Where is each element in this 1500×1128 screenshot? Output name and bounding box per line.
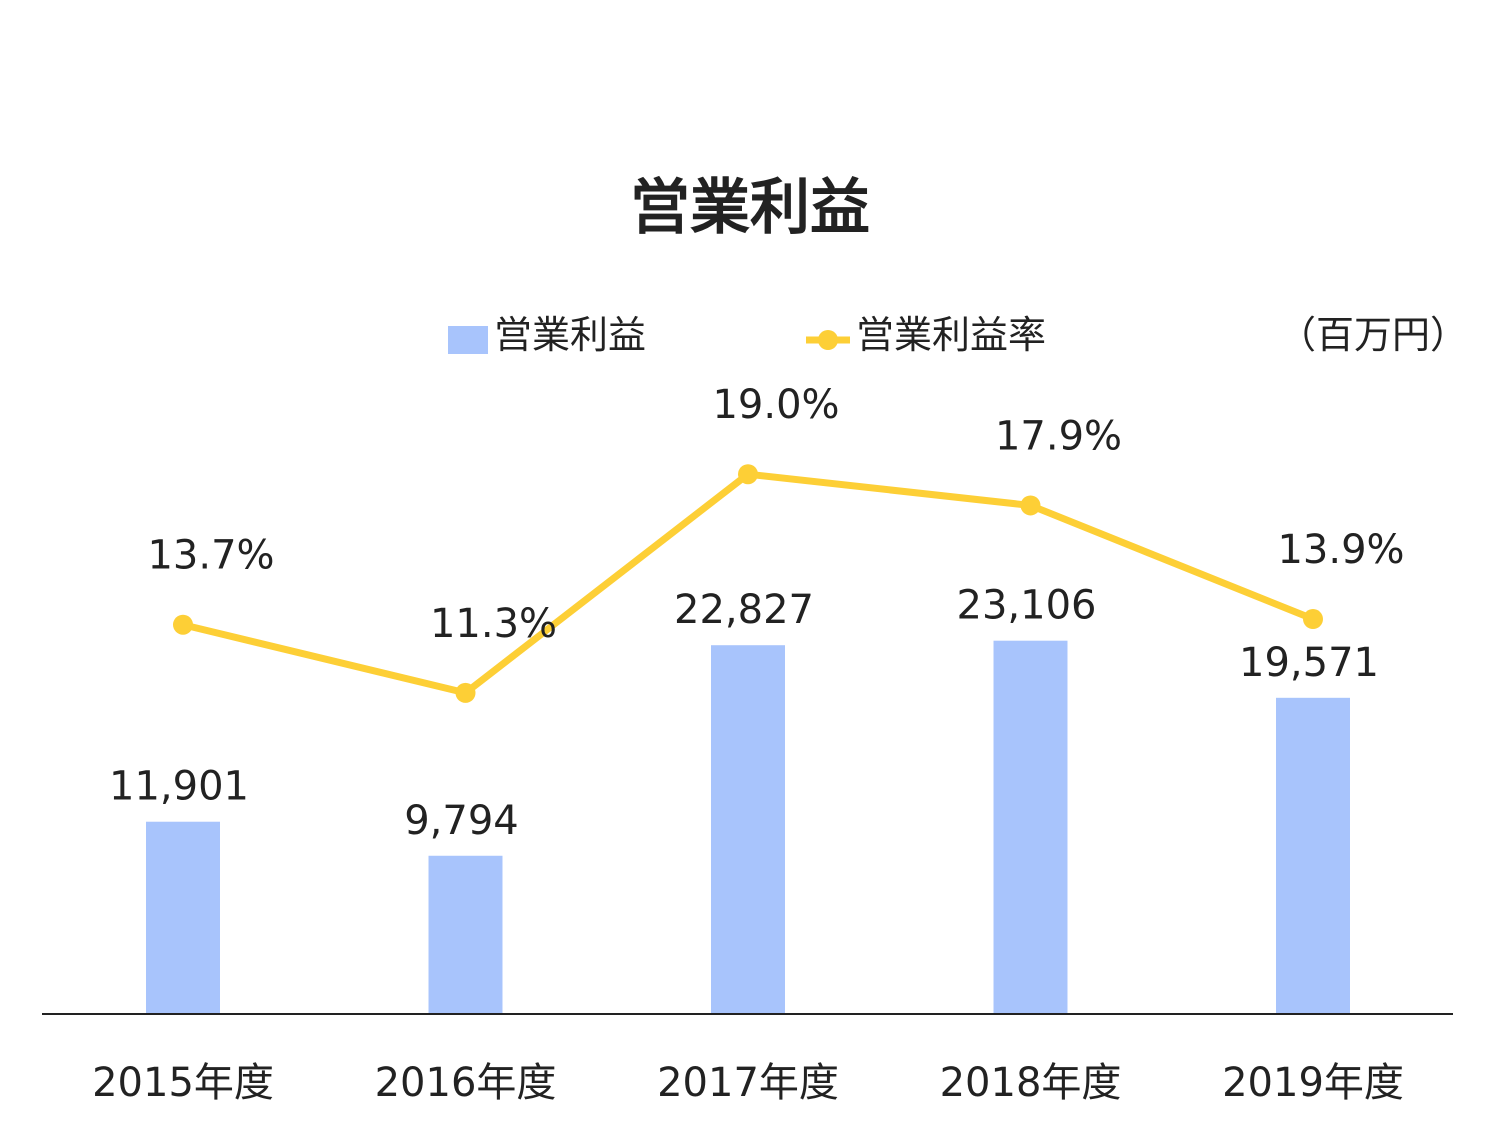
line-point [1303,609,1323,630]
line-value-label: 13.9% [1277,527,1404,573]
line-value-label: 19.0% [712,382,839,428]
x-tick-label: 2016年度 [375,1060,557,1106]
x-axis-tick-labels: 2015年度 2016年度 2017年度 2018年度 2019年度 [92,1060,1404,1106]
bar [428,855,503,1014]
bar [711,645,785,1014]
line-value-label: 13.7% [147,533,274,579]
bar-value-label: 22,827 [674,587,814,633]
legend-swatch-marker [818,330,838,350]
x-tick-label: 2017年度 [657,1060,839,1106]
line-series [173,464,1323,703]
legend-label-line: 営業利益率 [856,313,1046,357]
bar-value-label: 19,571 [1239,640,1379,686]
bar [993,640,1068,1014]
bar [1276,697,1350,1014]
line-point [1020,495,1041,516]
bar-value-labels: 11,901 9,794 22,827 23,106 19,571 [109,583,1379,844]
unit-label: （百万円） [1278,313,1468,357]
legend: 営業利益 営業利益率 [448,313,1046,357]
x-tick-label: 2015年度 [92,1060,274,1106]
x-tick-label: 2019年度 [1222,1060,1404,1106]
bar-series [146,640,1350,1014]
bar [146,821,220,1014]
legend-swatch-bar [448,326,488,354]
line-point [455,682,476,703]
legend-label-bar: 営業利益 [494,313,646,357]
line-point [173,614,193,635]
line-value-label: 17.9% [995,413,1122,459]
line-value-labels: 13.7% 11.3% 19.0% 17.9% 13.9% [147,382,1404,647]
chart-title: 営業利益 [630,173,870,243]
bar-value-label: 9,794 [404,798,519,844]
bar-value-label: 11,901 [109,764,249,810]
line-value-label: 11.3% [430,601,557,647]
bar-value-label: 23,106 [957,583,1097,629]
line-point [738,464,758,485]
x-tick-label: 2018年度 [940,1060,1122,1106]
